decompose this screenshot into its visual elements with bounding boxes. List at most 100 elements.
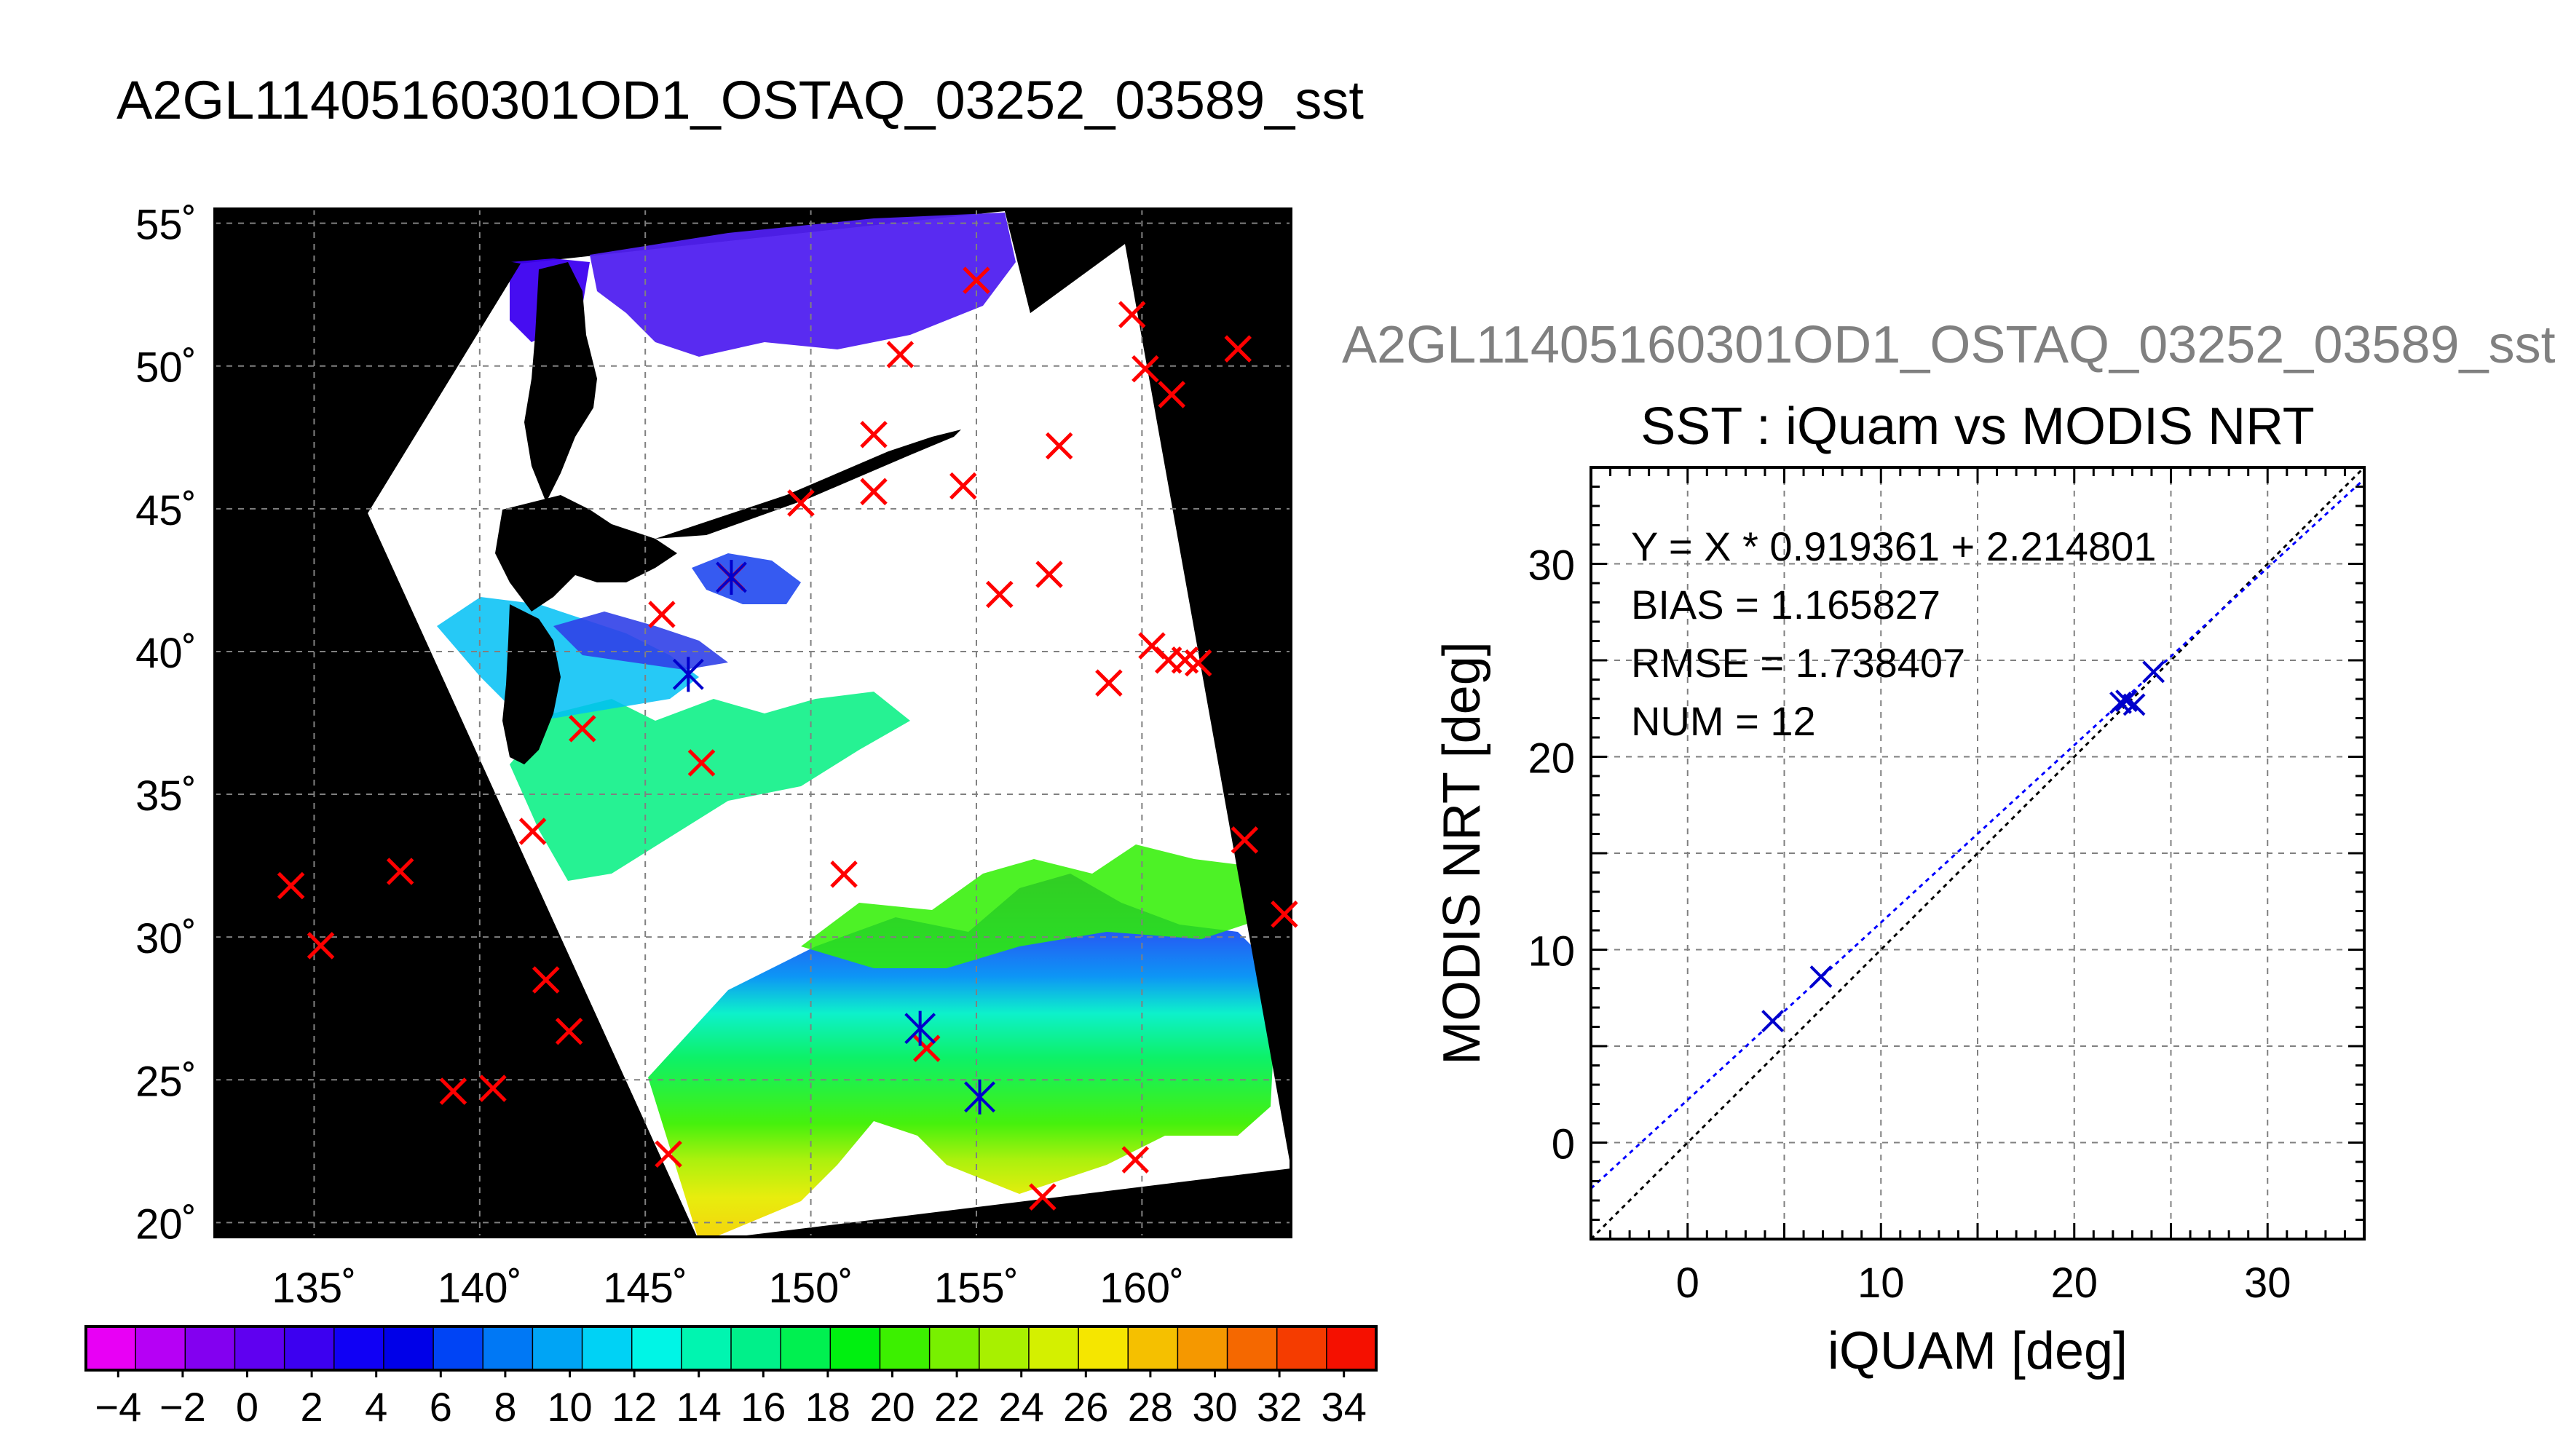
map-marker-stroke — [1118, 301, 1146, 328]
colorbar-tick-label: −2 — [159, 1384, 206, 1430]
colorbar-tick-label: 8 — [494, 1384, 516, 1430]
map-marker-red-x — [787, 489, 815, 517]
map-marker-stroke — [555, 1017, 583, 1045]
colorbar-tick-label: 28 — [1128, 1384, 1173, 1430]
land-honshu — [502, 604, 561, 764]
colorbar-segment — [731, 1326, 781, 1370]
map-marker-red-x — [555, 1017, 583, 1045]
scatter-point — [2142, 660, 2165, 684]
sst-warm-region — [648, 874, 1274, 1237]
map-marker-red-x — [963, 266, 990, 294]
map-marker-red-x — [687, 749, 716, 777]
colorbar-tick-label: 34 — [1322, 1384, 1367, 1430]
colorbar-tick-label: 32 — [1257, 1384, 1302, 1430]
colorbar-segment — [383, 1326, 434, 1370]
map-marker-red-x — [1095, 669, 1123, 697]
colorbar-segment — [433, 1326, 483, 1370]
colorbar-segment — [631, 1326, 682, 1370]
scatter-point — [2122, 693, 2146, 716]
colorbar-segment — [582, 1326, 633, 1370]
colorbar-tick-label: 18 — [805, 1384, 850, 1430]
stats-num: NUM = 12 — [1631, 698, 1816, 744]
sst-okhotsk-region — [590, 213, 1016, 357]
scatter-point-stroke — [1761, 1010, 1784, 1032]
map-marker-stroke — [307, 932, 335, 960]
map-y-tick-label: 40˚ — [135, 630, 197, 677]
stats-bias: BIAS = 1.165827 — [1631, 582, 1940, 628]
scatter-point — [1809, 965, 1833, 989]
map-y-tick-label: 35˚ — [135, 772, 197, 820]
stats-rmse: RMSE = 1.738407 — [1631, 640, 1965, 686]
colorbar-segment — [880, 1326, 931, 1370]
map-grid — [215, 209, 1291, 1237]
colorbar-segment — [1028, 1326, 1079, 1370]
map-marker-red-x — [986, 580, 1014, 609]
map-y-tick-label: 55˚ — [135, 202, 197, 249]
map-marker-stroke — [1184, 649, 1212, 677]
map-marker-stroke — [1158, 381, 1186, 408]
colorbar-labels: −4 −2 0 2 4 6 8 10 12 14 16 18 20 22 24 26 28 30 32 34 — [95, 1370, 1367, 1430]
colorbar-tick-label: 20 — [869, 1384, 915, 1430]
map-marker-stroke — [532, 966, 560, 994]
map-marker-stroke — [1121, 1146, 1150, 1174]
map-marker-stroke — [886, 341, 915, 368]
map-y-tick-label: 50˚ — [135, 344, 197, 392]
map-marker-red-x — [386, 858, 414, 885]
map-marker-stroke — [439, 1077, 467, 1105]
map-marker-stroke — [1045, 432, 1073, 460]
map-x-tick-label: 145˚ — [603, 1265, 687, 1312]
map-marker-red-x — [860, 478, 888, 506]
colorbar-segment — [135, 1326, 186, 1370]
map-marker-stroke — [912, 1034, 941, 1062]
colorbar-segment — [185, 1326, 235, 1370]
map-marker-stroke — [949, 472, 977, 500]
scatter-ticks: 0 10 20 30 0 10 20 30 — [1528, 466, 2366, 1307]
colorbar-tick-label: 26 — [1063, 1384, 1108, 1430]
map-markers — [277, 266, 1298, 1211]
map-marker-stroke — [518, 818, 547, 845]
map-marker-stroke — [787, 489, 815, 517]
map-x-tick-label: 150˚ — [769, 1265, 853, 1312]
scatter-y-tick-label: 10 — [1528, 928, 1575, 976]
map-x-tick-label: 140˚ — [438, 1265, 522, 1312]
map-y-axis: 55˚ 50˚ 45˚ 40˚ 35˚ 30˚ 25˚ 20˚ — [135, 202, 197, 1249]
map-marker-red-x — [1184, 649, 1212, 677]
map-marker-red-x — [307, 932, 335, 960]
scatter-point-stroke — [2142, 660, 2165, 684]
scatter-points — [1761, 660, 2165, 1032]
map-marker-red-x — [1045, 432, 1073, 460]
map-marker-stroke — [963, 266, 990, 294]
map-marker-red-x — [886, 341, 915, 368]
map-marker-red-x — [1271, 901, 1298, 928]
map-marker-red-x — [1118, 301, 1146, 328]
colorbar-segment — [781, 1326, 831, 1370]
map-marker-blue-star — [904, 1010, 936, 1046]
scatter-title: SST : iQuam vs MODIS NRT — [1640, 397, 2315, 456]
colorbar-segment — [1078, 1326, 1129, 1370]
map-marker-red-x — [912, 1034, 941, 1062]
outside-swath-east — [1005, 209, 1291, 1168]
map-marker-red-x — [1158, 381, 1186, 408]
map-marker-stroke — [1171, 646, 1199, 674]
map-x-tick-label: 135˚ — [272, 1265, 356, 1312]
map-y-tick-label: 20˚ — [135, 1200, 197, 1248]
scatter-point — [1761, 1010, 1784, 1032]
map-marker-red-x — [1231, 826, 1259, 854]
colorbar-tick-label: 24 — [999, 1384, 1044, 1430]
map-y-tick-label: 25˚ — [135, 1058, 197, 1105]
map-marker-red-x — [1224, 335, 1252, 363]
colorbar-segment — [979, 1326, 1030, 1370]
scatter-x-tick-label: 0 — [1676, 1259, 1699, 1307]
map-marker-red-x — [569, 715, 596, 743]
figure-title: A2GL11405160301OD1_OSTAQ_03252_03589_sst — [117, 70, 1364, 130]
colorbar-tick-label: 22 — [934, 1384, 979, 1430]
map-marker-blue-star — [716, 559, 747, 595]
sst-cool-region — [437, 597, 699, 721]
map-marker-red-x — [860, 421, 888, 448]
map-marker-stroke — [860, 478, 888, 506]
map-marker-blue-star — [964, 1079, 995, 1115]
map-x-tick-label: 160˚ — [1099, 1265, 1184, 1312]
map-marker-stroke — [648, 601, 676, 628]
